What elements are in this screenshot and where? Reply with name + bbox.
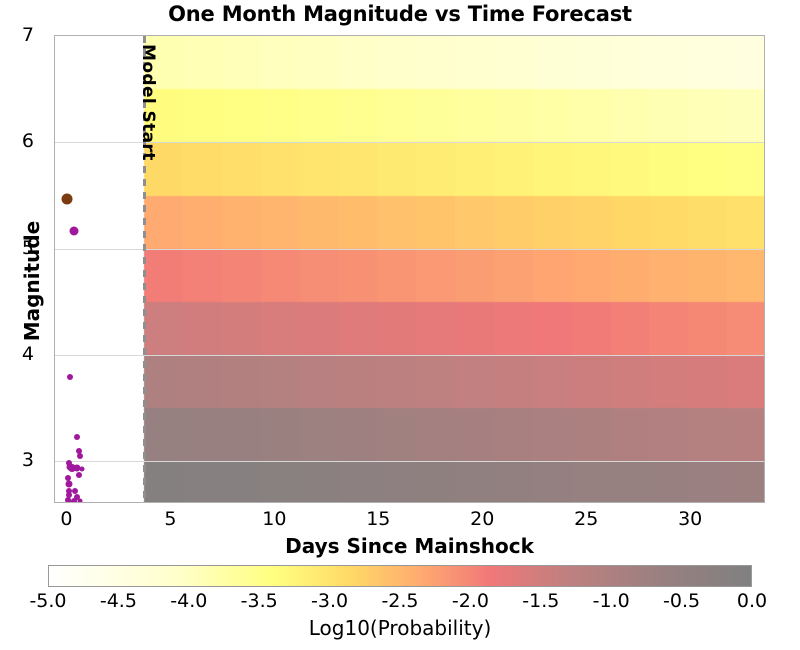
- colorbar-tick-label: -4.5: [99, 590, 137, 612]
- aftershock-point: [65, 496, 72, 502]
- aftershock-point: [65, 459, 72, 466]
- y-axis-label: Magnitude: [20, 220, 44, 342]
- aftershock-point: [75, 447, 82, 454]
- colorbar: [48, 565, 752, 587]
- colorbar-tick-label: -0.5: [663, 590, 701, 612]
- colorbar-tick-label: -3.5: [240, 590, 278, 612]
- colorbar-label: Log10(Probability): [308, 616, 492, 640]
- x-tick-label: 15: [366, 508, 391, 530]
- colorbar-tick-label: -2.0: [451, 590, 489, 612]
- x-axis-label: Days Since Mainshock: [285, 534, 534, 558]
- y-tick-label: 5: [21, 236, 34, 259]
- aftershock-point: [77, 453, 84, 460]
- mainshock-point: [61, 193, 73, 205]
- chart-title: One Month Magnitude vs Time Forecast: [168, 2, 632, 26]
- y-tick-label: 7: [21, 24, 34, 46]
- aftershock-point: [74, 433, 81, 440]
- colorbar-gradient: [48, 565, 752, 587]
- colorbar-tick-label: 0.0: [736, 590, 768, 612]
- x-tick-label: 0: [60, 508, 73, 530]
- aftershock-point: [77, 498, 83, 502]
- y-tick-label: 6: [21, 130, 34, 153]
- aftershock-point: [65, 492, 72, 499]
- colorbar-tick-label: -5.0: [29, 590, 67, 612]
- colorbar-tick-label: -1.0: [592, 590, 630, 612]
- earthquake-scatter-layer: [55, 36, 764, 502]
- x-tick-label: 30: [678, 508, 703, 530]
- aftershock-point: [65, 488, 72, 495]
- aftershock-point: [65, 480, 73, 488]
- colorbar-tick-label: -1.5: [522, 590, 560, 612]
- y-tick-label: 3: [21, 449, 34, 472]
- x-tick-label: 5: [164, 508, 177, 530]
- aftershock-point: [70, 497, 77, 502]
- aftershock-point: [69, 226, 79, 236]
- model-start-annotation: Model Start: [55, 36, 764, 502]
- y-tick-label: 4: [21, 343, 34, 366]
- aftershock-point: [66, 374, 73, 381]
- x-tick-label: 10: [262, 508, 287, 530]
- aftershock-point: [74, 493, 81, 500]
- aftershock-point: [68, 500, 74, 502]
- colorbar-tick-label: -2.5: [381, 590, 419, 612]
- aftershock-point: [65, 475, 72, 482]
- magnitude-time-heatmap: [55, 36, 764, 502]
- model-start-line: [142, 36, 146, 502]
- model-start-label: Model Start: [138, 44, 159, 161]
- plot-area: Model Start: [54, 35, 765, 503]
- x-tick-label: 25: [574, 508, 599, 530]
- colorbar-tick-label: -3.0: [311, 590, 349, 612]
- aftershock-point: [75, 472, 82, 479]
- aftershock-point: [79, 466, 85, 472]
- x-tick-label: 20: [470, 508, 495, 530]
- colorbar-tick-label: -4.0: [170, 590, 208, 612]
- aftershock-point: [68, 463, 77, 472]
- aftershock-point: [73, 464, 81, 472]
- aftershock-point: [72, 488, 79, 495]
